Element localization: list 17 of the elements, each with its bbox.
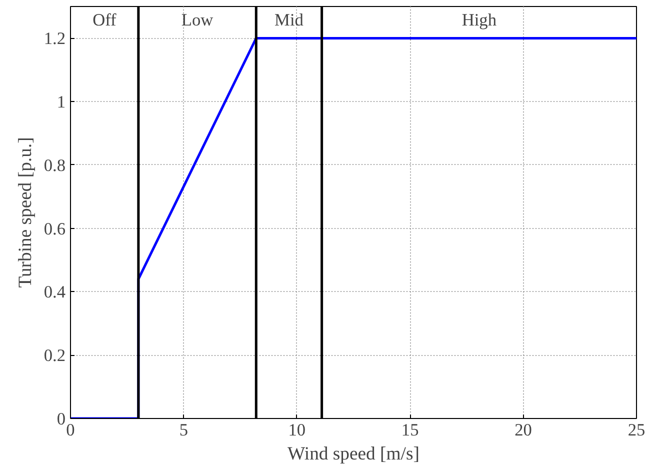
annotation: Low (181, 10, 214, 30)
y-tick-label: 0.4 (44, 282, 66, 302)
y-axis-title: Turbine speed [p.u.] (14, 137, 36, 288)
x-axis-title: Wind speed [m/s] (288, 444, 420, 464)
x-tick-label: 5 (179, 420, 188, 440)
x-tick-label: 10 (288, 420, 306, 440)
y-tick-label: 0.6 (44, 219, 66, 238)
annotation: High (462, 10, 497, 30)
y-tick-label: 1.2 (44, 29, 66, 48)
x-tick-label: 20 (514, 420, 532, 440)
y-tick-label: 1 (56, 92, 66, 112)
annotation: Off (92, 10, 117, 30)
x-tick-label: 15 (401, 420, 419, 440)
annotation: Mid (274, 10, 304, 30)
y-tick-label: 0.8 (44, 156, 66, 175)
y-tick-label: 0.2 (44, 346, 66, 366)
x-tick-label: 25 (628, 420, 646, 440)
